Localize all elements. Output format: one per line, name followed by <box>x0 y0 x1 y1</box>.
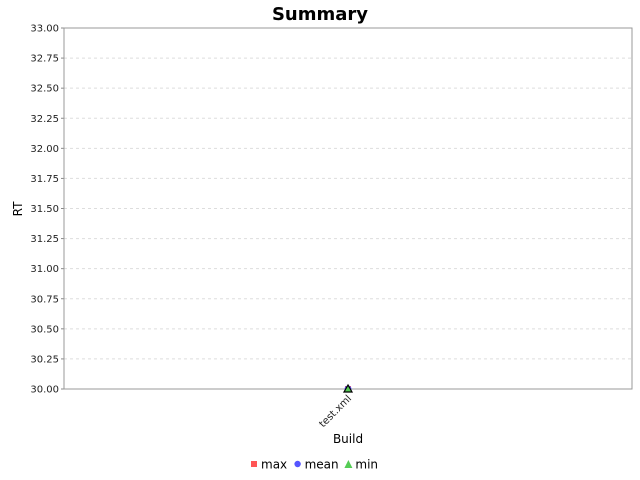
chart-title: Summary <box>272 4 368 25</box>
y-tick-label: 30.75 <box>30 294 59 305</box>
y-tick-label: 30.00 <box>30 385 59 396</box>
plot-area: 30.00 30.25 30.50 30.75 31.00 31.25 31.50 31.75… <box>30 24 633 430</box>
y-tick-label: 32.25 <box>30 114 59 125</box>
legend-label-max: max <box>261 458 287 472</box>
y-tick-label: 30.25 <box>30 354 59 365</box>
y-tick-label: 31.25 <box>30 234 59 245</box>
y-axis-title: RT <box>11 201 25 216</box>
legend-marker-mean <box>294 460 301 468</box>
y-tick-label: 31.50 <box>30 204 59 215</box>
y-tick-label: 30.50 <box>30 324 59 335</box>
data-point-min <box>342 383 354 393</box>
legend-marker-max <box>251 461 257 467</box>
y-tick-label: 31.00 <box>30 264 59 275</box>
x-axis-title: Build <box>333 432 363 446</box>
x-tick-label: test.xml <box>317 393 354 430</box>
legend-label-min: min <box>355 458 378 472</box>
y-tick-label: 33.00 <box>30 24 59 35</box>
y-tick-label: 32.00 <box>30 144 59 155</box>
y-tick-label: 32.50 <box>30 84 59 95</box>
legend-label-mean: mean <box>305 458 339 472</box>
y-tick-label: 31.75 <box>30 174 59 185</box>
legend: max mean min <box>251 458 378 472</box>
y-tick-label: 32.75 <box>30 54 59 65</box>
legend-marker-min <box>344 460 353 468</box>
